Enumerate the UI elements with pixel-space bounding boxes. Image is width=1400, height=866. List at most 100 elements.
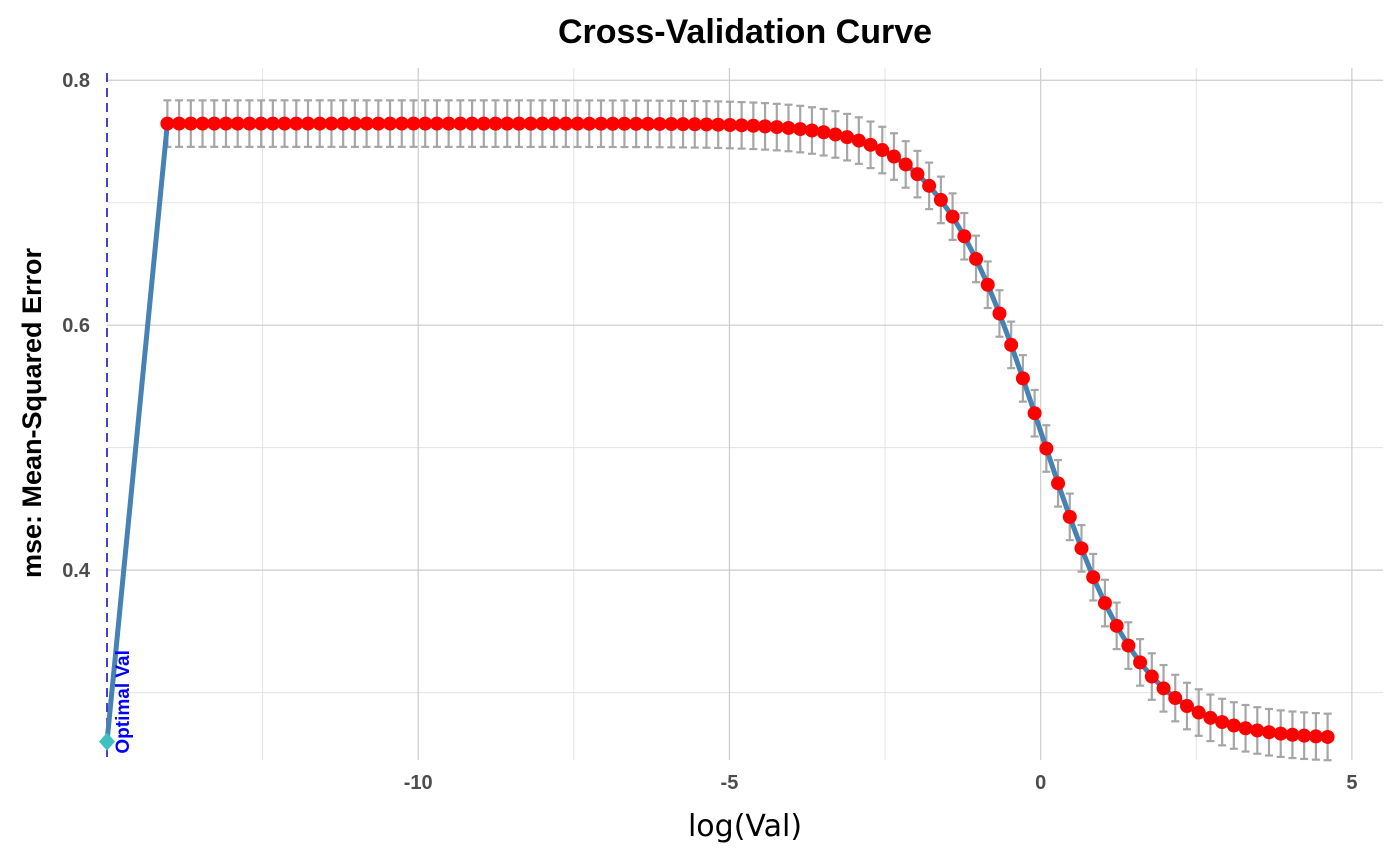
cv-point [1238, 721, 1253, 736]
cv-point [441, 116, 456, 131]
optimal-val-marker [99, 732, 115, 751]
cv-point [734, 118, 749, 133]
cv-point [1191, 705, 1206, 720]
cv-point [230, 116, 245, 131]
cv-point [394, 116, 409, 131]
minor-gridlines [107, 68, 1383, 760]
cv-point [840, 130, 855, 145]
cv-series-line [104, 121, 1328, 742]
x-axis-ticks: -10 -5 0 5 [404, 772, 1358, 794]
cv-point [781, 120, 796, 135]
cv-point [933, 192, 948, 207]
cv-point [804, 123, 819, 138]
cv-point [875, 143, 890, 158]
cv-point [945, 209, 960, 224]
cv-point [640, 116, 655, 131]
cv-point [1015, 371, 1030, 386]
cv-point [1203, 710, 1218, 725]
cv-point [582, 116, 597, 131]
x-tick-label: -10 [404, 772, 433, 794]
cv-point [465, 116, 480, 131]
cv-point [324, 116, 339, 131]
cv-point [500, 116, 515, 131]
cv-point [1133, 655, 1148, 670]
cv-point [1297, 728, 1312, 743]
cv-point [488, 116, 503, 131]
cv-point [371, 116, 386, 131]
cv-point [1262, 725, 1277, 740]
y-axis-label: mse: Mean-Squared Error [17, 247, 47, 578]
cv-point [910, 167, 925, 182]
cv-point [511, 116, 526, 131]
cv-point [898, 157, 913, 172]
cv-point [629, 116, 644, 131]
cv-point [711, 117, 726, 132]
cv-point [1250, 723, 1265, 738]
cv-point [957, 229, 972, 244]
cv-point [1320, 729, 1335, 744]
cv-point [699, 117, 714, 132]
cv-point [277, 116, 292, 131]
cv-point [218, 116, 233, 131]
cv-point [347, 116, 362, 131]
cv-point [676, 117, 691, 132]
x-tick-label: 5 [1346, 772, 1357, 794]
cv-point [1039, 441, 1054, 456]
cv-point [1273, 726, 1288, 741]
cv-point [1215, 715, 1230, 730]
cv-point [816, 125, 831, 140]
cv-point [593, 116, 608, 131]
cv-point [1144, 669, 1159, 684]
cv-point [863, 137, 878, 152]
error-bars [163, 99, 1332, 762]
cv-point [1097, 596, 1112, 611]
cv-point [265, 116, 280, 131]
cv-point [605, 116, 620, 131]
cv-point [1168, 691, 1183, 706]
cv-point [383, 116, 398, 131]
cv-point [570, 116, 585, 131]
x-tick-label: -5 [721, 772, 739, 794]
cv-point [922, 178, 937, 193]
cv-point [1004, 337, 1019, 352]
cv-point [1308, 729, 1323, 744]
cv-point [1109, 618, 1124, 633]
cv-point [1226, 718, 1241, 733]
cv-point [992, 306, 1007, 321]
cv-point [183, 116, 198, 131]
cv-point [1027, 406, 1042, 421]
cv-point [617, 116, 632, 131]
cv-point [359, 116, 374, 131]
cv-point [1086, 570, 1101, 585]
x-axis-label: log(Val) [688, 809, 802, 844]
cv-point [289, 116, 304, 131]
cv-point [1179, 699, 1194, 714]
cv-point [769, 120, 784, 135]
cv-point [687, 117, 702, 132]
cv-point [453, 116, 468, 131]
cv-point [980, 277, 995, 292]
cv-point [722, 117, 737, 132]
cv-point [312, 116, 327, 131]
chart-title: Cross-Validation Curve [558, 13, 932, 51]
cv-point [1156, 681, 1171, 696]
cv-point [195, 116, 210, 131]
major-gridlines [107, 68, 1383, 760]
cv-point [406, 116, 421, 131]
cv-point [242, 116, 257, 131]
cv-point [418, 116, 433, 131]
cv-points [160, 116, 1335, 744]
cv-point [336, 116, 351, 131]
y-tick-label: 0.8 [62, 70, 90, 92]
cv-point [558, 116, 573, 131]
cv-point [523, 116, 538, 131]
cv-point [758, 119, 773, 134]
cv-point [652, 116, 667, 131]
cv-point [1074, 541, 1089, 556]
cv-point [429, 116, 444, 131]
cv-point [476, 116, 491, 131]
cv-point [1062, 509, 1077, 524]
cv-point [828, 127, 843, 142]
cv-point [172, 116, 187, 131]
